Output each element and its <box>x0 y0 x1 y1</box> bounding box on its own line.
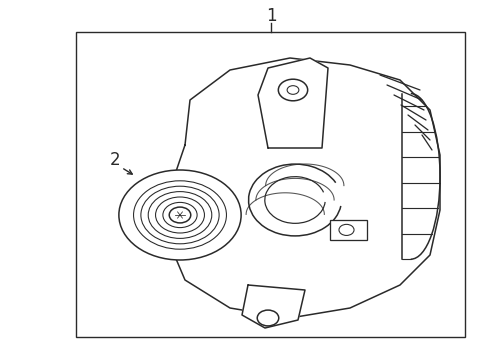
Circle shape <box>155 190 228 244</box>
Text: 1: 1 <box>265 7 276 25</box>
Circle shape <box>119 170 241 260</box>
Bar <box>76 32 464 337</box>
Circle shape <box>257 310 278 326</box>
Polygon shape <box>242 285 305 328</box>
Circle shape <box>169 207 190 223</box>
Bar <box>329 220 366 240</box>
Polygon shape <box>168 58 439 318</box>
Text: 2: 2 <box>109 151 120 169</box>
Circle shape <box>278 79 307 101</box>
Polygon shape <box>258 58 327 148</box>
